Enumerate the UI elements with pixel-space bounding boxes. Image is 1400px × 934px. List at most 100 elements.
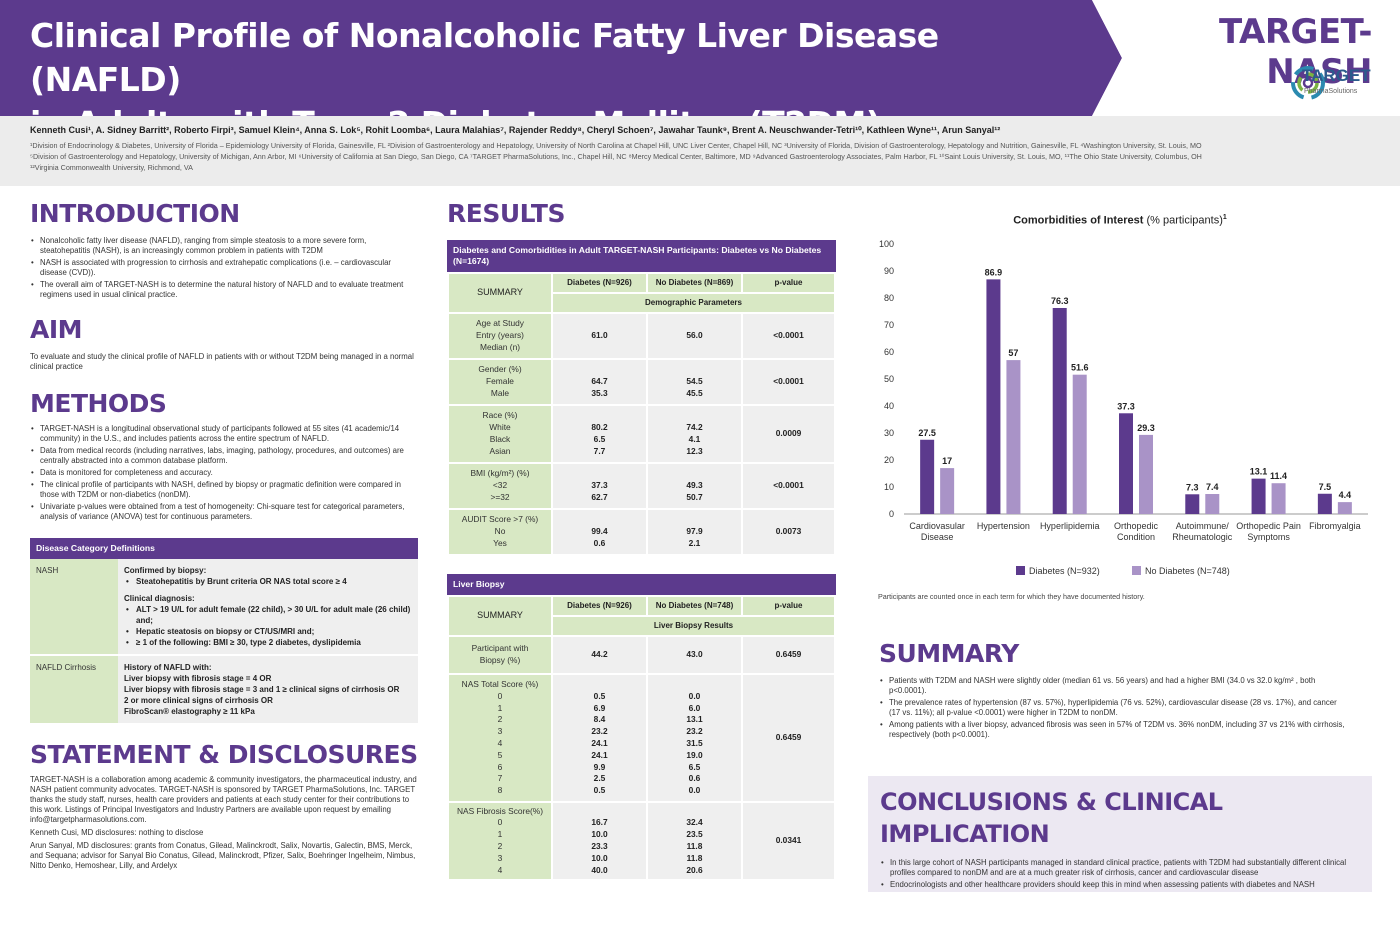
list-item: Data from medical records (including nar… [30, 446, 418, 466]
list-item: Univariate p-values were obtained from a… [30, 502, 418, 522]
definition-subhead: Clinical diagnosis: [124, 594, 195, 603]
affiliation-line: ⁵Division of Gastroenterology and Hepato… [30, 152, 1202, 161]
bar [1271, 483, 1286, 514]
y-tick-label: 60 [884, 347, 894, 357]
column-header: Diabetes (N=926) [551, 595, 648, 617]
table-row: Age at Study Entry (years) Median (n) 61.… [447, 312, 836, 360]
list-item: In this large cohort of NASH participant… [880, 858, 1360, 878]
list-item: Hepatic steatosis on biopsy or CT/US/MRI… [124, 626, 412, 637]
bar [940, 468, 955, 514]
table-row: NAS Total Score (%) 0 1 2 3 4 5 6 7 8 0.… [447, 673, 836, 803]
column-header: No Diabetes (N=748) [646, 595, 743, 617]
p-value: <0.0001 [741, 312, 836, 360]
summary-heading: SUMMARY [879, 639, 1019, 668]
summary-header: SUMMARY [447, 272, 553, 314]
methods-bullets: TARGET-NASH is a longitudinal observatio… [30, 424, 418, 522]
row-label: NAS Fibrosis Score(%) 0 1 2 3 4 [447, 801, 553, 881]
data-label: 57 [1008, 348, 1018, 358]
data-label: 17 [942, 456, 952, 466]
diabetes-value: 16.7 10.0 23.3 10.0 40.0 [551, 801, 648, 881]
table-row: Gender (%) Female Male 64.7 35.3 54.5 45… [447, 358, 836, 406]
aim-text: To evaluate and study the clinical profi… [30, 352, 414, 371]
y-tick-label: 90 [884, 266, 894, 276]
y-tick-label: 10 [884, 482, 894, 492]
list-item: Patients with T2DM and NASH were slightl… [879, 676, 1349, 696]
p-value: 0.0073 [741, 508, 836, 556]
logo-subtext: PharmaSolutions [1304, 88, 1358, 95]
x-tick-label: Orthopedic Pain Symptoms [1236, 521, 1301, 542]
x-tick-label: Cardiovasular Disease [909, 521, 965, 542]
y-tick-label: 30 [884, 428, 894, 438]
definition-content: History of NAFLD with: Liver biopsy with… [118, 655, 418, 723]
table-title: Liver Biopsy [447, 574, 836, 595]
definition-subhead: Confirmed by biopsy: [124, 566, 207, 575]
definition-content: Confirmed by biopsy: Steatohepatitis by … [118, 559, 418, 656]
y-tick-label: 70 [884, 320, 894, 330]
no-diabetes-value: 56.0 [646, 312, 743, 360]
p-value: 0.0341 [741, 801, 836, 881]
middle-column: RESULTS Diabetes and Comorbidities in Ad… [447, 198, 836, 881]
data-label: 86.9 [985, 267, 1003, 277]
row-label: Participant with Biopsy (%) [447, 635, 553, 675]
bar [1317, 493, 1332, 514]
list-item: Endocrinologists and other healthcare pr… [880, 880, 1360, 890]
column-header: Diabetes (N=926) [551, 272, 648, 294]
diabetes-value: 0.5 6.9 8.4 23.2 24.1 24.1 9.9 2.5 0.5 [551, 673, 648, 803]
summary-bullets: Patients with T2DM and NASH were slightl… [879, 676, 1349, 740]
table-row: Participant with Biopsy (%) 44.2 43.0 0.645… [447, 635, 836, 675]
author-list: Kenneth Cusi¹, A. Sidney Barritt², Rober… [30, 125, 1001, 135]
diabetes-value: 61.0 [551, 312, 648, 360]
column-header: No Diabetes (N=869) [646, 272, 743, 294]
data-label: 7.3 [1186, 482, 1199, 492]
conclusions-box: CONCLUSIONS & CLINICAL IMPLICATION In th… [868, 776, 1372, 892]
no-diabetes-value: 0.0 6.0 13.1 23.2 31.5 19.0 6.5 0.6 0.0 [646, 673, 743, 803]
conclusions-bullets: In this large cohort of NASH participant… [880, 858, 1360, 890]
definition-label: NASH [30, 559, 118, 656]
bar [1185, 494, 1200, 514]
data-label: 4.4 [1339, 490, 1352, 500]
intro-heading: INTRODUCTION [30, 199, 240, 228]
legend-swatch [1132, 566, 1141, 575]
brand-name: TARGET-NASH [1219, 12, 1373, 92]
list-item: Data is monitored for completeness and a… [30, 468, 418, 478]
table-row: NAS Fibrosis Score(%) 0 1 2 3 4 16.7 10.… [447, 801, 836, 881]
no-diabetes-value: 32.4 23.5 11.8 11.8 20.6 [646, 801, 743, 881]
row-label: Age at Study Entry (years) Median (n) [447, 312, 553, 360]
y-tick-label: 0 [889, 509, 894, 519]
no-diabetes-value: 49.3 50.7 [646, 462, 743, 510]
title-line-1: Clinical Profile of Nonalcoholic Fatty L… [30, 16, 939, 99]
conclusions-heading: CONCLUSIONS & CLINICAL IMPLICATION [880, 788, 1223, 848]
x-tick-label: Autoimmune/Rheumatologic [1172, 521, 1233, 542]
table-row: Race (%) White Black Asian 80.2 6.5 7.7 … [447, 404, 836, 464]
list-item: The clinical profile of participants wit… [30, 480, 418, 500]
table-header-row: SUMMARY Diabetes (N=926) No Diabetes (N=… [447, 272, 836, 314]
table-row: AUDIT Score >7 (%) No Yes 99.4 0.6 97.9 … [447, 508, 836, 556]
p-value: 0.0009 [741, 404, 836, 464]
liver-biopsy-table: Liver Biopsy SUMMARY Diabetes (N=926) No… [447, 574, 836, 881]
list-item: The prevalence rates of hypertension (87… [879, 698, 1349, 718]
y-tick-label: 50 [884, 374, 894, 384]
chart-title-text: Comorbidities of Interest [1013, 214, 1144, 227]
y-tick-label: 40 [884, 401, 894, 411]
x-tick-label: Hyperlipidemia [1040, 521, 1100, 531]
summary-header: SUMMARY [447, 595, 553, 637]
x-tick-label: Orthopedic Condition [1114, 521, 1159, 542]
bar [1205, 494, 1220, 514]
aim-heading: AIM [30, 315, 83, 344]
summary-section: SUMMARY Patients with T2DM and NASH were… [879, 638, 1349, 742]
data-label: 11.4 [1270, 471, 1287, 481]
definition-bullets: ALT > 19 U/L for adult female (22 child)… [124, 604, 412, 648]
bar [1006, 360, 1021, 514]
definition-bullets: Steatohepatitis by Brunt criteria OR NAS… [124, 576, 412, 587]
chart-footnote: Participants are counted once in each te… [878, 592, 1145, 601]
definition-line: FibroScan® elastography ≥ 11 kPa [124, 707, 255, 716]
p-value: 0.6459 [741, 673, 836, 803]
data-label: 37.3 [1117, 401, 1135, 411]
row-label: NAS Total Score (%) 0 1 2 3 4 5 6 7 8 [447, 673, 553, 803]
bar [1139, 434, 1153, 514]
data-label: 27.5 [918, 428, 936, 438]
group-header: Demographic Parameters [551, 292, 836, 314]
affiliation-line: ¹Division of Endocrinology & Diabetes, U… [30, 141, 1202, 150]
definition-label: NAFLD Cirrhosis [30, 655, 118, 723]
list-item: The overall aim of TARGET-NASH is to det… [30, 280, 418, 300]
